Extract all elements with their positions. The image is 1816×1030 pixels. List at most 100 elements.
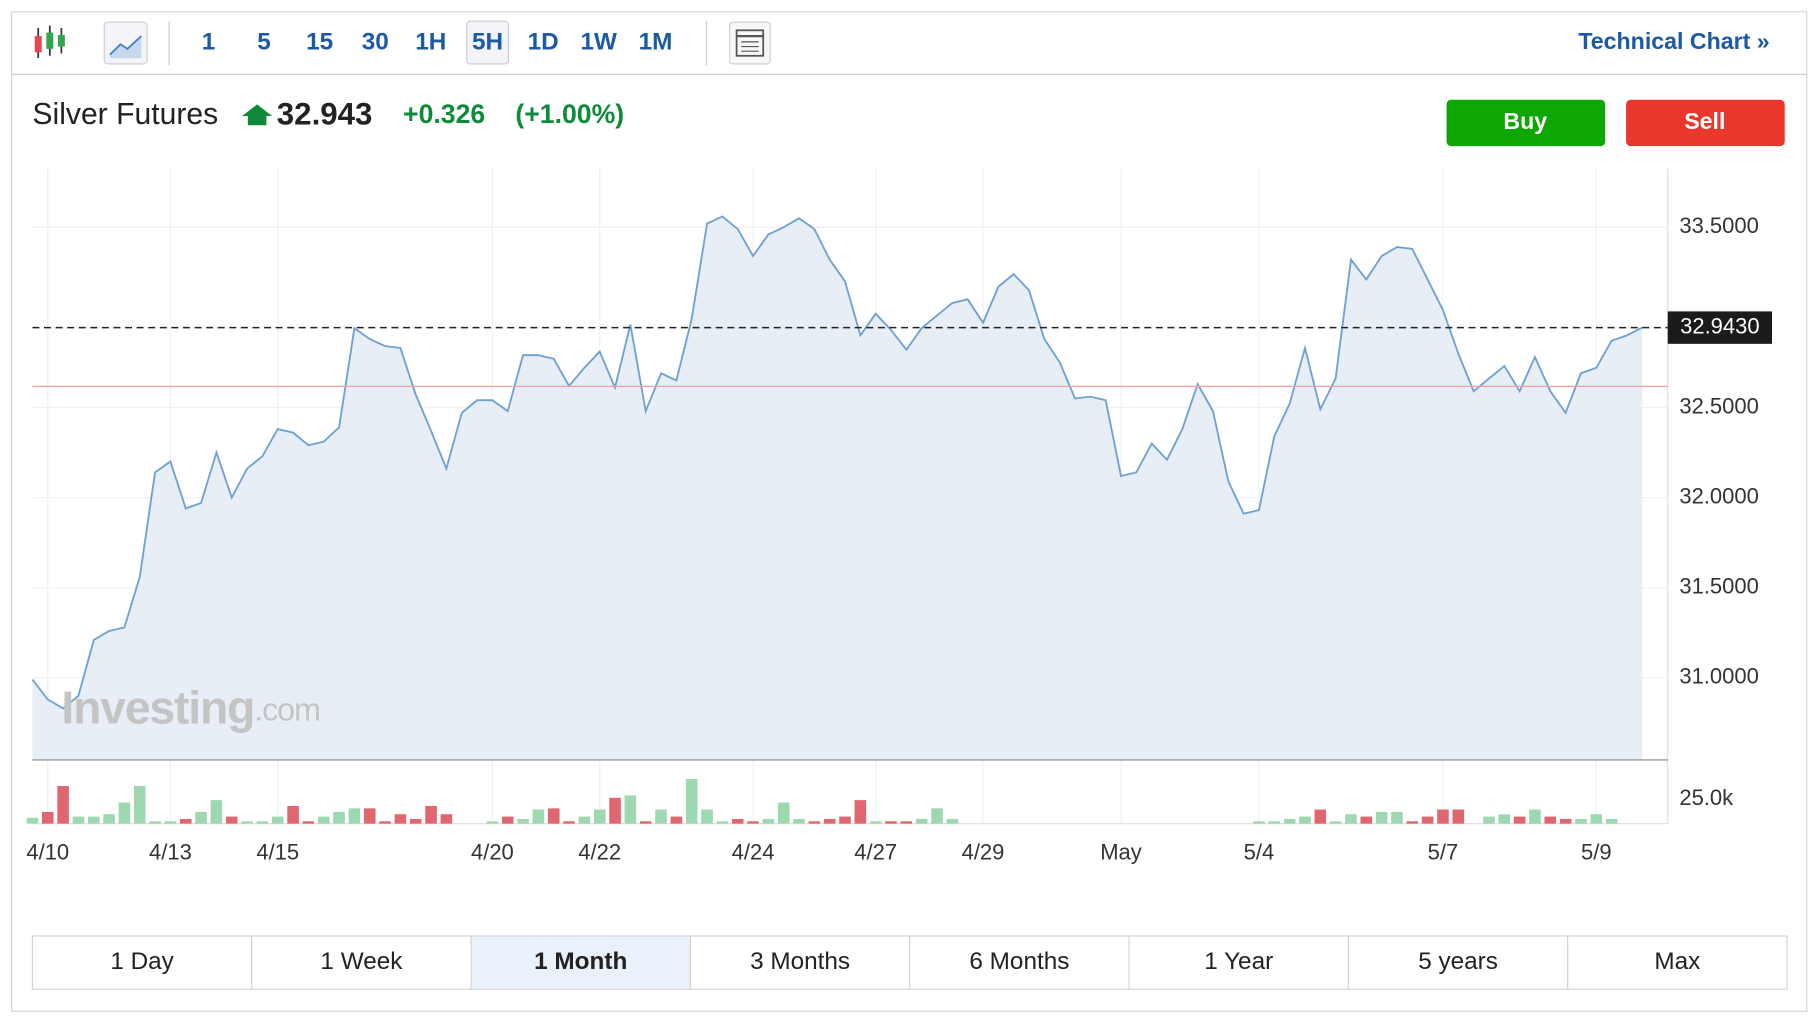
range-cell[interactable] [1567,935,1788,990]
watermark-brand: Investing [61,682,254,734]
range-cell[interactable] [251,935,472,990]
volume-bar [118,802,131,824]
volume-bar [624,795,637,824]
volume-bar [701,809,713,824]
y-tick-label: 32.0000 [1679,483,1759,508]
volume-bar [103,814,115,824]
volume-bar [1605,818,1618,824]
volume-bar [26,817,39,824]
x-tick-label: 4/15 [256,840,299,865]
range-cell[interactable] [470,935,691,990]
interval-option[interactable]: 1 [202,28,216,55]
x-tick-label: 4/20 [471,840,514,865]
volume-bar [348,808,361,824]
price-area [32,216,1643,760]
x-tick-label: 4/13 [149,840,192,865]
y-tick-label: 32.5000 [1679,393,1759,418]
volume-bar [41,811,54,824]
layout-icon[interactable] [729,21,771,65]
volume-bar [762,818,775,824]
volume-bar [1590,814,1603,824]
volume-bar [747,821,759,824]
volume-bar [302,821,315,824]
x-tick-label: 5/9 [1581,840,1612,865]
volume-bar [716,821,729,824]
volume-bar [609,797,621,824]
buy-button[interactable]: Buy [1446,99,1606,147]
line-icon[interactable] [103,21,148,65]
range-option[interactable]: 3 Months [750,948,850,975]
interval-option[interactable]: 1D [528,28,559,55]
volume-bar [379,821,391,824]
volume-bar [133,786,146,824]
y-tick-label: 33.5000 [1679,213,1759,238]
volume-bar [287,806,299,824]
range-cell[interactable] [1128,935,1349,990]
change: +0.326 [403,99,485,129]
interval-option[interactable]: 30 [362,28,389,55]
buy-label[interactable]: Buy [1503,108,1547,134]
volume-bar [333,811,345,824]
up-arrow [242,104,273,126]
volume-bar [57,786,69,824]
interval-active-box [466,20,510,65]
volume-bar [1544,816,1557,824]
range-option[interactable]: 6 Months [969,948,1069,975]
range-option[interactable]: 1 Week [320,948,403,975]
volume-bar [241,821,253,824]
range-option[interactable]: 1 Day [110,948,174,975]
volume-bar [425,806,437,824]
range-cell[interactable] [909,935,1130,990]
range-cell[interactable] [689,935,911,990]
volume-bar [486,821,499,824]
x-tick-label: 4/22 [578,840,621,865]
price: 32.943 [277,96,373,131]
range-option[interactable]: 5 years [1418,948,1498,975]
watermark: Investing.com [61,682,319,734]
volume-bar [593,809,606,824]
volume-bar [1498,814,1511,824]
interval-group: 1 5 15 30 1H 5H 1D 1W 1M [202,20,673,65]
candle-icon[interactable] [34,25,65,59]
y-tick-label: 31.5000 [1679,573,1759,598]
volume-bar [1513,816,1526,824]
sell-label[interactable]: Sell [1684,108,1725,134]
volume-bar [854,800,867,824]
volume-bar [210,800,223,824]
volume-bar [317,816,330,824]
range-cell[interactable] [31,935,253,990]
volume-bar [409,818,422,824]
technical-chart-link[interactable]: Technical Chart » [1578,28,1769,54]
volume-bar [931,808,943,824]
volume-bar [87,816,100,824]
volume-bar [670,816,683,824]
range-bar: 1 Day 1 Week 1 Month 3 Months 6 Months 1 Year… [31,935,1788,990]
volume-bar [72,816,85,824]
volume-bar [793,818,805,824]
x-tick-label: 4/29 [962,840,1005,865]
volume-bar [547,808,560,824]
volume-bar [731,818,744,824]
range-cell[interactable] [1347,935,1569,990]
volume-bar [271,816,284,824]
interval-option[interactable]: 1H [415,28,446,55]
volume-bar [256,821,269,824]
interval-option[interactable]: 15 [306,28,333,55]
volume-bar [1559,818,1572,824]
interval-option[interactable]: 1W [581,28,618,55]
volume-bar [1360,816,1373,824]
last-price-box [1667,311,1772,344]
volume-bar [1406,821,1419,824]
range-option[interactable]: 1 Year [1204,948,1273,975]
interval-option[interactable]: 1M [639,28,673,55]
volume-bar [1375,811,1388,824]
sell-button[interactable]: Sell [1626,99,1785,147]
interval-option[interactable]: 5 [257,28,271,55]
range-option[interactable]: Max [1654,948,1700,975]
range-option[interactable]: 1 Month [534,948,627,975]
volume-bar [777,802,790,824]
interval-option[interactable]: 5H [472,28,503,55]
instrument-name: Silver Futures [32,98,218,131]
